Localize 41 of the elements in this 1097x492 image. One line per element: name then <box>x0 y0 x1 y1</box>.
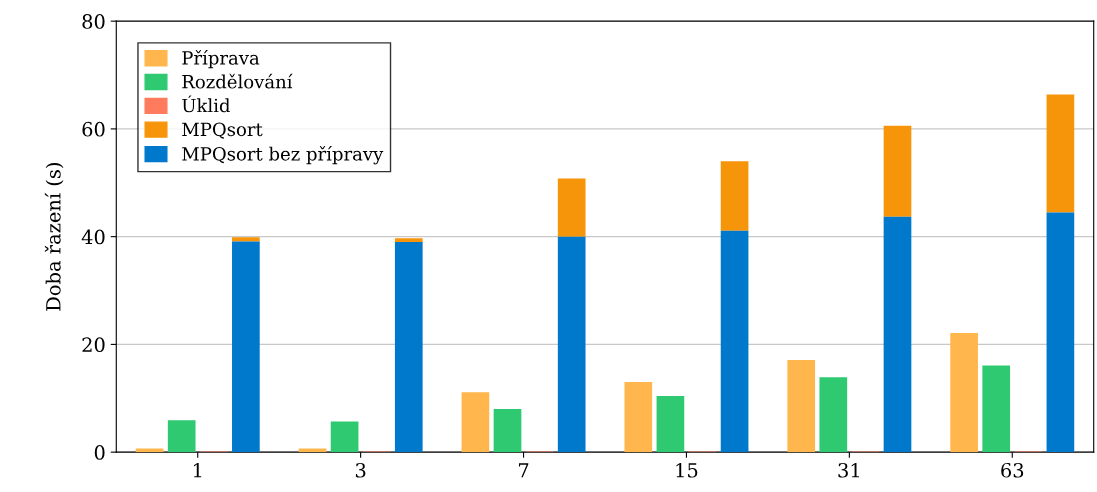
bar <box>819 377 848 453</box>
y-tick-label: 80 <box>82 14 105 29</box>
bar <box>720 230 749 453</box>
x-tick-label: 31 <box>838 462 859 478</box>
legend-label: MPQsort bez přípravy <box>182 145 384 165</box>
x-tick-label: 15 <box>676 462 698 478</box>
y-tick-label: 40 <box>81 229 105 245</box>
legend-label: Rozdělování <box>182 73 293 89</box>
x-tick-label: 7 <box>518 463 529 478</box>
bar <box>787 360 816 453</box>
x-tick-label: 1 <box>193 462 202 478</box>
bar <box>1046 212 1075 453</box>
bar <box>330 421 359 453</box>
bar <box>624 382 653 453</box>
bar <box>461 392 490 453</box>
y-tick-label: 0 <box>94 445 105 460</box>
bar <box>232 241 260 453</box>
legend-label: Úklid <box>182 95 231 113</box>
bar <box>167 420 196 453</box>
bar <box>883 216 912 453</box>
legend-label: Příprava <box>182 50 260 69</box>
bar <box>298 448 327 453</box>
legend-label: MPQsort <box>182 122 263 139</box>
y-tick-label: 60 <box>82 121 105 137</box>
x-tick-label: 63 <box>1001 462 1024 478</box>
bar <box>557 236 586 453</box>
bar <box>557 178 586 237</box>
bar <box>950 333 978 453</box>
bar <box>656 396 685 453</box>
bar <box>394 242 423 453</box>
y-tick-label: 20 <box>82 337 105 353</box>
x-tick-label: 3 <box>355 462 366 478</box>
bar <box>1046 94 1075 213</box>
bar <box>493 409 522 453</box>
bar <box>135 448 164 453</box>
bar <box>232 237 260 242</box>
bar <box>883 125 912 217</box>
bar <box>720 161 749 231</box>
bar <box>394 238 423 243</box>
y-axis-title: Doba řazení (s) <box>44 163 64 311</box>
bar <box>982 365 1011 453</box>
